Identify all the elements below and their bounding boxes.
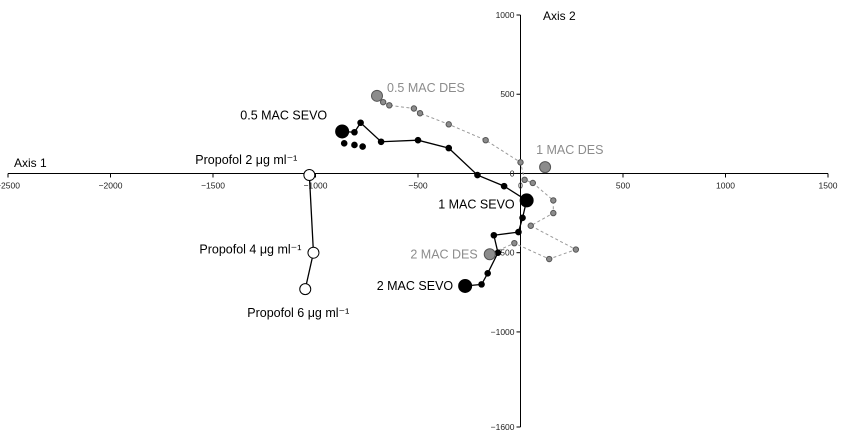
sevo-point-label: 2 MAC SEVO — [377, 279, 454, 293]
sevo-point — [500, 182, 508, 190]
sevo-point — [414, 136, 422, 144]
des-point — [550, 209, 557, 217]
sevo-point — [357, 119, 364, 127]
des-point — [529, 179, 536, 187]
sevo-point-label: 1 MAC SEVO — [438, 197, 515, 211]
sevo-point — [445, 144, 453, 152]
des-point — [527, 222, 534, 229]
x-axis-title: Axis 1 — [14, 156, 47, 170]
des-point-label: 0.5 MAC DES — [387, 81, 465, 95]
des-point — [521, 176, 528, 184]
sevo-key-point — [335, 124, 350, 139]
des-point — [379, 98, 387, 106]
x-tick-label: 500 — [616, 180, 630, 190]
y-tick-label: 1000 — [496, 10, 515, 20]
x-tick-label: 1500 — [819, 180, 838, 190]
sevo-point — [340, 140, 348, 147]
sevo-point — [519, 214, 526, 222]
x-tick-label: −1500 — [201, 180, 225, 190]
sevo-point — [377, 138, 385, 146]
x-tick-label: −2500 — [0, 180, 20, 190]
x-tick-label: −500 — [408, 180, 427, 190]
des-point — [386, 102, 393, 109]
propofol-key-point — [307, 246, 320, 259]
des-point — [482, 136, 489, 144]
des-point — [416, 110, 424, 117]
des-point — [511, 239, 518, 247]
y-tick-label: −500 — [495, 248, 514, 258]
propofol-point-label: Propofol 2 μg ml⁻¹ — [195, 153, 297, 167]
sevo-point — [478, 281, 485, 288]
sevo-point — [359, 143, 366, 150]
des-point-label: 1 MAC DES — [536, 143, 603, 157]
sevo-point — [351, 141, 358, 149]
x-tick-label: −2000 — [99, 180, 123, 190]
propofol-point-label: Propofol 4 μg ml⁻¹ — [199, 243, 301, 257]
sevo-point — [474, 171, 481, 179]
y-tick-label: −1000 — [491, 327, 515, 337]
des-point — [517, 159, 524, 166]
sevo-line — [342, 121, 528, 287]
des-point — [572, 246, 580, 253]
y-axis-title: Axis 2 — [543, 9, 576, 23]
x-tick-label: 1000 — [716, 180, 735, 190]
x-tick-label: 0 — [518, 180, 523, 190]
y-tick-label: 0 — [510, 168, 515, 178]
sevo-point-label: 0.5 MAC SEVO — [240, 108, 327, 122]
y-tick-label: −1600 — [491, 422, 515, 432]
propofol-point-label: Propofol 6 μg ml⁻¹ — [247, 306, 349, 320]
des-point — [550, 197, 557, 204]
sevo-point — [494, 249, 502, 256]
des-point — [546, 255, 553, 263]
sevo-point — [490, 231, 498, 239]
des-point-label: 2 MAC DES — [410, 247, 477, 261]
series-markers — [299, 89, 580, 296]
axes: −2500 −2000 −1500 −1000 −500 0 500 1000 1500 1000… — [0, 10, 838, 432]
sevo-point — [484, 269, 492, 277]
propofol-key-point — [299, 283, 312, 296]
point-labels: 0.5 MAC SEVO 1 MAC SEVO 2 MAC SEVO 0.5 MAC … — [195, 81, 603, 320]
des-key-point — [539, 161, 552, 174]
des-point — [445, 121, 452, 128]
sevo-key-point — [458, 278, 473, 293]
y-tick-label: 500 — [500, 89, 514, 99]
des-point — [410, 105, 418, 112]
sevo-point — [351, 128, 358, 136]
des-key-point — [483, 248, 496, 261]
propofol-key-point — [303, 169, 316, 182]
sevo-key-point — [519, 193, 534, 208]
propofol-line — [304, 175, 315, 290]
sevo-point — [515, 228, 522, 236]
x-tick-label: −1000 — [304, 180, 328, 190]
des-key-point — [371, 89, 383, 102]
